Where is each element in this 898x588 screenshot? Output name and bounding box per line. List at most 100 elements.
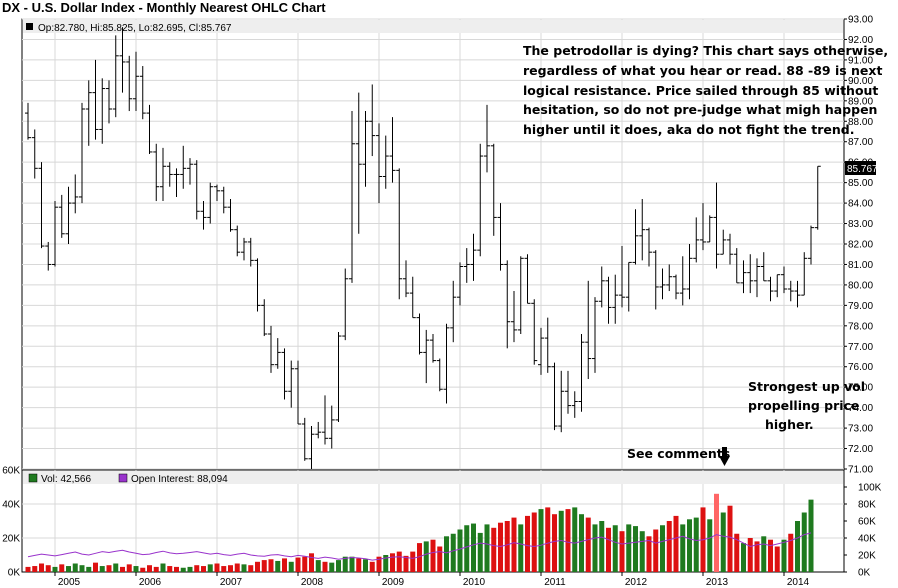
- volume-bar: [221, 566, 227, 572]
- volume-bar: [565, 509, 571, 572]
- volume-bar: [801, 512, 807, 572]
- volume-bar: [167, 566, 173, 572]
- ohlc-bar: [484, 104, 490, 173]
- ohlc-bar: [463, 248, 470, 283]
- volume-bar: [545, 507, 551, 572]
- ohlc-bar: [220, 186, 227, 214]
- ohlc-bar: [261, 299, 268, 337]
- volume-bar: [531, 512, 537, 572]
- price-tick-label: 92.00: [848, 35, 873, 46]
- volume-bar: [228, 565, 233, 572]
- oi-tick-label: 60K: [858, 517, 876, 528]
- x-tick-label: 2014: [787, 577, 810, 588]
- volume-bar: [396, 551, 402, 572]
- ohlc-bar: [646, 227, 652, 267]
- volume-bar: [417, 543, 422, 572]
- ohlc-bar: [58, 194, 65, 238]
- oi-tick-label: 0K: [858, 568, 871, 579]
- volume-bar: [423, 541, 429, 572]
- volume-bar: [282, 558, 287, 572]
- ohlc-bar: [268, 325, 274, 373]
- ohlc-bar: [227, 199, 234, 232]
- volume-bar: [673, 515, 679, 572]
- ohlc-bar: [389, 117, 396, 183]
- ohlc-bar: [153, 143, 160, 202]
- volume-bar: [484, 524, 490, 572]
- volume-bar: [32, 566, 38, 572]
- volume-bar: [498, 522, 503, 572]
- volume-bar: [25, 566, 31, 572]
- ohlc-bar: [632, 209, 639, 265]
- ohlc-bar: [794, 280, 801, 308]
- ohlc-bar: [409, 276, 416, 319]
- oi-legend: Open Interest: 88,094: [131, 474, 228, 485]
- price-tick-label: 80.00: [848, 280, 873, 291]
- x-tick-label: 2010: [463, 577, 486, 588]
- ohlc-bar: [497, 203, 504, 271]
- price-tick-label: 72.00: [848, 444, 873, 455]
- x-tick-label: 2008: [301, 577, 324, 588]
- volume-bar: [619, 531, 625, 572]
- ohlc-bar: [558, 370, 565, 433]
- volume-bar: [99, 566, 105, 572]
- x-tick-label: 2007: [220, 577, 243, 588]
- volume-bar: [430, 539, 436, 572]
- volume-bar: [133, 566, 139, 572]
- volume-bar: [93, 562, 98, 572]
- ohlc-bar: [200, 201, 207, 230]
- volume-bar: [315, 560, 321, 572]
- volume-bar: [174, 566, 179, 572]
- see-comments-annotation: See comments: [627, 446, 730, 461]
- volume-bar: [585, 517, 591, 572]
- ohlc-bar: [551, 362, 558, 431]
- volume-tick-label: 60K: [2, 466, 20, 477]
- ohlc-bar: [592, 297, 598, 373]
- ohlc-bar: [477, 143, 484, 257]
- ohlc-bar: [673, 274, 679, 300]
- volume-bar: [309, 553, 314, 572]
- ohlc-bar: [733, 248, 740, 284]
- volume-bar: [288, 561, 294, 572]
- ohlc-bar: [490, 143, 497, 236]
- ohlc-series: [25, 27, 821, 469]
- annotation-line-1: The petrodollar is dying? This chart say…: [523, 43, 888, 58]
- price-legend: Op:82.780, Hi:85.825, Lo:82.695, Cl:85.7…: [38, 23, 232, 34]
- ohlc-bar: [436, 358, 443, 392]
- price-tick-label: 93.00: [848, 15, 873, 26]
- ohlc-bar: [652, 250, 659, 310]
- volume-bar: [714, 493, 719, 572]
- ohlc-bar: [308, 426, 315, 469]
- x-tick-label: 2013: [706, 577, 729, 588]
- ohlc-bar: [173, 168, 180, 197]
- ohlc-bar: [403, 260, 409, 298]
- volume-bar: [275, 560, 281, 572]
- volume-tick-label: 20K: [2, 534, 20, 545]
- volume-bar: [437, 546, 443, 572]
- ohlc-bar: [369, 84, 376, 157]
- volume-bar: [511, 517, 517, 572]
- volume-bar: [180, 567, 186, 572]
- volume-bar: [457, 529, 463, 572]
- annotation-line-3: logical resistance. Price sailed through…: [523, 83, 878, 98]
- ohlc-bar: [146, 104, 153, 154]
- ohlc-bar: [504, 260, 511, 349]
- ohlc-bar: [25, 102, 31, 140]
- volume-bar: [788, 533, 794, 572]
- price-tick-label: 71.00: [848, 465, 873, 476]
- ohlc-bar: [301, 417, 308, 461]
- ohlc-bar: [571, 391, 578, 418]
- volume-bar: [349, 556, 355, 572]
- ohlc-bar: [119, 27, 126, 93]
- volume-bar: [160, 563, 166, 572]
- volume-bar: [450, 533, 456, 572]
- volume-bar: [390, 553, 395, 572]
- volume-legend-box: [23, 471, 843, 484]
- price-tick-label: 74.00: [848, 403, 873, 414]
- ohlc-bar: [38, 162, 45, 249]
- ohlc-bar: [713, 182, 720, 269]
- volume-bar: [741, 543, 746, 572]
- volume-bar: [255, 561, 260, 572]
- strongest-annotation: Strongest up vol propelling price higher…: [748, 379, 865, 432]
- price-legend-box: [23, 20, 843, 33]
